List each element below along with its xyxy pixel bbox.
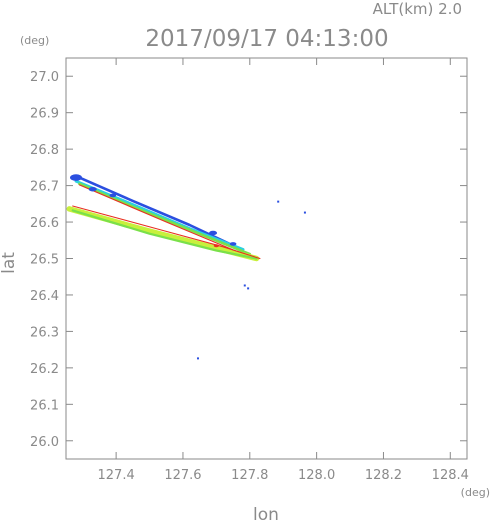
- y-unit-label: (deg): [20, 34, 49, 47]
- y-tick-label: 26.3: [30, 325, 59, 340]
- upper-echo-band-blue-layer: [78, 176, 231, 246]
- echo-patch: [213, 244, 220, 248]
- x-tick-label: 128.0: [298, 468, 335, 483]
- x-unit-label: (deg): [461, 486, 490, 499]
- x-tick-label: 127.4: [98, 468, 135, 483]
- x-axis-ticks: 127.4 127.6 127.8 128.0 128.2 128.4: [98, 58, 469, 483]
- echo-patch: [88, 187, 97, 192]
- echo-patch: [70, 174, 83, 181]
- echo-patch: [109, 193, 117, 198]
- y-tick-label: 26.6: [30, 216, 59, 231]
- y-axis-label: lat: [0, 252, 19, 274]
- echo-patch: [209, 230, 218, 236]
- y-tick-label: 27.0: [30, 70, 59, 85]
- echo-bands: [66, 176, 261, 262]
- y-tick-label: 26.9: [30, 107, 59, 122]
- echo-patches: [70, 174, 237, 248]
- plot-frame: [65, 57, 468, 460]
- lower-echo-band-green-layer: [71, 209, 258, 260]
- y-tick-label: 26.8: [30, 143, 59, 158]
- altitude-label: ALT(km) 2.0: [373, 0, 462, 18]
- lower-echo-band-red-layer: [72, 205, 261, 260]
- x-tick-label: 128.4: [432, 468, 469, 483]
- echo-patch: [229, 242, 237, 246]
- y-axis-ticks: 26.0 26.1 26.2 26.3 26.4 26.5 26.6 26.7 26.8 26.9…: [30, 70, 467, 450]
- y-tick-label: 26.5: [30, 253, 59, 268]
- echo-point: [277, 200, 280, 203]
- echo-point: [247, 287, 250, 290]
- echo-point: [243, 284, 246, 287]
- upper-echo-band-cyan-layer: [74, 179, 245, 251]
- x-tick-label: 128.2: [365, 468, 402, 483]
- y-tick-label: 26.7: [30, 180, 59, 195]
- y-tick-label: 26.2: [30, 362, 59, 377]
- y-tick-label: 26.0: [30, 435, 59, 450]
- chart-title: 2017/09/17 04:13:00: [145, 26, 388, 52]
- echo-point: [303, 211, 306, 214]
- x-axis-label: lon: [253, 505, 279, 521]
- echo-point: [196, 357, 199, 360]
- y-tick-label: 26.1: [30, 398, 59, 413]
- echo-points: [196, 200, 306, 360]
- x-tick-label: 127.6: [164, 468, 201, 483]
- upper-echo-band-green-layer: [78, 182, 252, 256]
- x-tick-label: 127.8: [231, 468, 268, 483]
- y-tick-label: 26.4: [30, 289, 59, 304]
